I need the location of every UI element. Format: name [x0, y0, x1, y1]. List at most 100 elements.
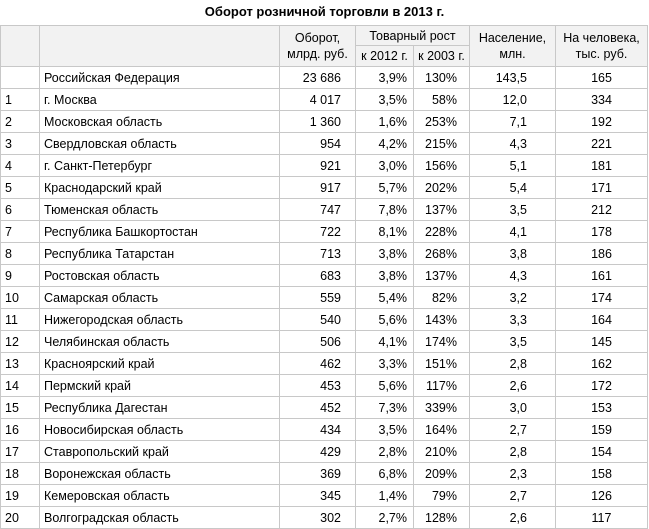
growth-2012-cell: 5,7% — [356, 177, 414, 199]
region-cell: Республика Татарстан — [40, 243, 280, 265]
rank-cell: 5 — [0, 177, 40, 199]
population-cell: 4,3 — [470, 265, 556, 287]
per-capita-cell: 159 — [556, 419, 648, 441]
population-cell: 4,1 — [470, 221, 556, 243]
population-cell: 5,1 — [470, 155, 556, 177]
growth-2012-cell: 7,3% — [356, 397, 414, 419]
turnover-cell: 713 — [280, 243, 356, 265]
header-cell — [0, 25, 40, 67]
region-cell: Пермский край — [40, 375, 280, 397]
turnover-cell: 683 — [280, 265, 356, 287]
per-capita-cell: 334 — [556, 89, 648, 111]
turnover-cell: 369 — [280, 463, 356, 485]
per-capita-cell: 212 — [556, 199, 648, 221]
per-capita-cell: 172 — [556, 375, 648, 397]
growth-2003-cell: 128% — [414, 507, 470, 529]
per-capita-cell: 221 — [556, 133, 648, 155]
turnover-cell: 506 — [280, 331, 356, 353]
growth-2003-cell: 151% — [414, 353, 470, 375]
population-cell: 12,0 — [470, 89, 556, 111]
region-cell: Ставропольский край — [40, 441, 280, 463]
population-cell: 2,8 — [470, 353, 556, 375]
header-line: млрд. руб. — [287, 47, 348, 61]
growth-2012-cell: 2,8% — [356, 441, 414, 463]
region-cell: Ростовская область — [40, 265, 280, 287]
growth-2012-cell: 4,2% — [356, 133, 414, 155]
growth-2012-cell: 6,8% — [356, 463, 414, 485]
growth-2003-cell: 210% — [414, 441, 470, 463]
per-capita-cell: 164 — [556, 309, 648, 331]
growth-2012-cell: 1,6% — [356, 111, 414, 133]
per-capita-cell: 171 — [556, 177, 648, 199]
region-cell: Республика Дагестан — [40, 397, 280, 419]
turnover-cell: 921 — [280, 155, 356, 177]
rank-cell: 19 — [0, 485, 40, 507]
growth-2003-cell: 202% — [414, 177, 470, 199]
header-cell: Товарный рост — [356, 25, 470, 46]
table-title: Оборот розничной торговли в 2013 г. — [204, 4, 445, 19]
turnover-cell: 4 017 — [280, 89, 356, 111]
growth-2003-cell: 130% — [414, 67, 470, 89]
rank-cell: 20 — [0, 507, 40, 529]
growth-2003-cell: 156% — [414, 155, 470, 177]
population-cell: 143,5 — [470, 67, 556, 89]
turnover-cell: 23 686 — [280, 67, 356, 89]
growth-2003-cell: 268% — [414, 243, 470, 265]
header-cell — [40, 25, 280, 67]
growth-2012-cell: 3,9% — [356, 67, 414, 89]
population-cell: 2,8 — [470, 441, 556, 463]
turnover-cell: 345 — [280, 485, 356, 507]
growth-2012-cell: 1,4% — [356, 485, 414, 507]
growth-2012-cell: 3,8% — [356, 243, 414, 265]
turnover-cell: 429 — [280, 441, 356, 463]
growth-2003-cell: 174% — [414, 331, 470, 353]
growth-2003-cell: 253% — [414, 111, 470, 133]
rank-cell: 16 — [0, 419, 40, 441]
region-cell: Самарская область — [40, 287, 280, 309]
growth-2012-cell: 5,6% — [356, 375, 414, 397]
population-cell: 3,0 — [470, 397, 556, 419]
region-cell: Свердловская область — [40, 133, 280, 155]
growth-2003-cell: 228% — [414, 221, 470, 243]
region-cell: Челябинская область — [40, 331, 280, 353]
rank-cell: 11 — [0, 309, 40, 331]
rank-cell: 9 — [0, 265, 40, 287]
region-cell: Воронежская область — [40, 463, 280, 485]
growth-2012-cell: 5,4% — [356, 287, 414, 309]
population-cell: 7,1 — [470, 111, 556, 133]
per-capita-cell: 178 — [556, 221, 648, 243]
region-cell: Республика Башкортостан — [40, 221, 280, 243]
per-capita-cell: 161 — [556, 265, 648, 287]
turnover-cell: 917 — [280, 177, 356, 199]
growth-2012-cell: 3,8% — [356, 265, 414, 287]
population-cell: 4,3 — [470, 133, 556, 155]
growth-2003-cell: 209% — [414, 463, 470, 485]
header-cell: На человека, тыс. руб. — [556, 25, 648, 67]
region-cell: Красноярский край — [40, 353, 280, 375]
turnover-cell: 540 — [280, 309, 356, 331]
rank-cell: 2 — [0, 111, 40, 133]
header-line: тыс. руб. — [575, 47, 628, 61]
growth-2012-cell: 3,5% — [356, 419, 414, 441]
population-cell: 2,3 — [470, 463, 556, 485]
turnover-cell: 434 — [280, 419, 356, 441]
turnover-cell: 453 — [280, 375, 356, 397]
growth-2012-cell: 3,3% — [356, 353, 414, 375]
header-line: млн. — [499, 47, 526, 61]
population-cell: 3,2 — [470, 287, 556, 309]
growth-2012-cell: 3,0% — [356, 155, 414, 177]
per-capita-cell: 165 — [556, 67, 648, 89]
rank-cell: 4 — [0, 155, 40, 177]
growth-2003-cell: 58% — [414, 89, 470, 111]
rank-cell: 14 — [0, 375, 40, 397]
growth-2012-cell: 7,8% — [356, 199, 414, 221]
growth-2012-cell: 3,5% — [356, 89, 414, 111]
population-cell: 2,7 — [470, 485, 556, 507]
per-capita-cell: 186 — [556, 243, 648, 265]
header-cell: к 2012 г. — [356, 46, 414, 67]
rank-cell — [0, 67, 40, 89]
population-cell: 3,3 — [470, 309, 556, 331]
per-capita-cell: 117 — [556, 507, 648, 529]
growth-2003-cell: 117% — [414, 375, 470, 397]
growth-2003-cell: 82% — [414, 287, 470, 309]
